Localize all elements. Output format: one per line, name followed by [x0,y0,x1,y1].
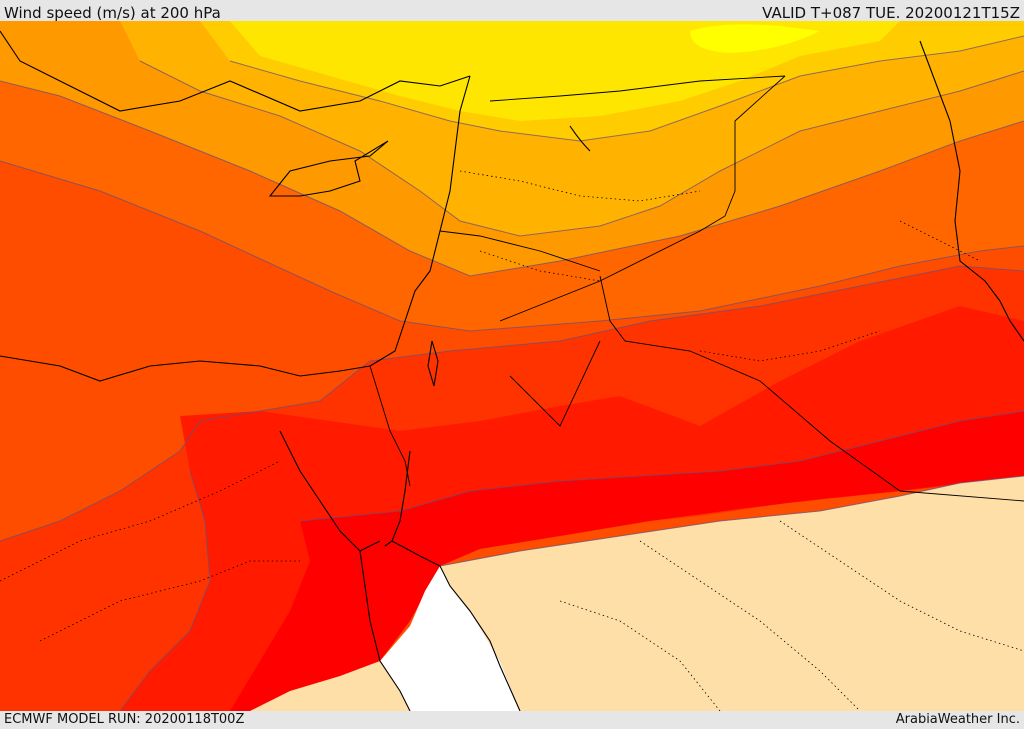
map-title: Wind speed (m/s) at 200 hPa [4,4,221,22]
cyprus [268,140,389,197]
contour-3 [139,60,1024,237]
border-jordan-iraq [599,275,626,342]
contour-8 [439,475,1024,567]
coastlines [0,30,1024,711]
gulf-aqaba [384,450,411,547]
political-borders [369,75,1024,502]
border-saudi-jordan [499,75,786,322]
dead-sea [427,340,439,387]
border-iraq-syria [489,75,786,102]
band-peak-yellow [690,24,820,53]
sea-gap [380,566,520,711]
border-jordan-saudi-west [509,340,601,427]
contour-7 [299,410,1024,522]
model-run-label: ECMWF MODEL RUN: 20200118T00Z [4,712,245,727]
levant-coast [369,75,471,367]
wind-speed-map [0,21,1024,711]
contour-6 [119,470,211,711]
turkey-south-coast [0,30,471,112]
lake-tuz [569,125,591,152]
calm-area [440,476,1024,711]
valid-time-label: VALID T+087 TUE. 20200121T15Z [762,4,1020,22]
red-sea-east-coast [391,540,521,711]
calm-area-west [250,661,410,711]
border-egypt-sudan [369,365,411,487]
border-syria-jordan [439,230,601,272]
egypt-north-coast [0,355,371,382]
persian-gulf-coast [919,40,1024,342]
border-saudi-north [624,340,1024,502]
band-max [230,411,1024,711]
contour-1 [0,160,1024,332]
contour-5 [0,265,1024,542]
contour-2 [0,80,1024,277]
contour-lines [0,35,1024,711]
sinai-gulf-suez [279,430,381,552]
internal-borders [0,170,1024,711]
credit-label: ArabiaWeather Inc. [895,712,1020,727]
red-sea-west-coast [359,550,411,711]
